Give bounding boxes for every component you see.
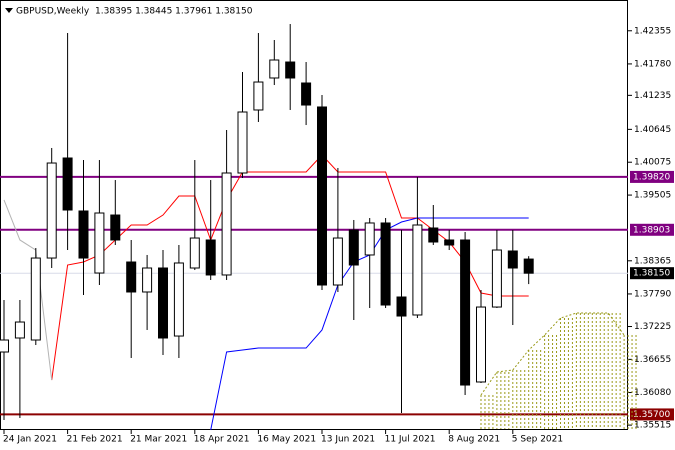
- level-label: 1.35700: [633, 410, 670, 420]
- x-tick-label: 21 Mar 2021: [130, 435, 187, 445]
- candle-body: [428, 227, 439, 243]
- chart-title: GBPUSD,Weekly: [16, 7, 90, 17]
- candle-body: [173, 262, 184, 337]
- candle-body: [491, 249, 502, 308]
- candle-body: [205, 239, 216, 276]
- plot-frame: [0, 0, 628, 430]
- level-label: 1.38903: [633, 225, 670, 235]
- candle-body: [126, 261, 137, 293]
- y-tick-label: 1.37225: [634, 322, 671, 332]
- y-tick-label: 1.37790: [634, 289, 671, 299]
- y-tick-label: 1.40075: [634, 158, 671, 168]
- candle-body: [253, 81, 264, 111]
- candle-body: [460, 239, 471, 386]
- candle-body: [189, 237, 200, 269]
- y-tick-label: 1.39505: [634, 191, 671, 201]
- level-label-box: [630, 223, 674, 236]
- candle-body: [0, 339, 9, 353]
- x-tick-label: 18 Apr 2021: [194, 435, 250, 445]
- level-label-box: [630, 408, 674, 421]
- y-tick-label: 1.42355: [634, 26, 671, 36]
- candle-body: [396, 296, 407, 317]
- candle-body: [221, 172, 232, 276]
- candle-body: [78, 210, 89, 259]
- y-tick-label: 1.36080: [634, 388, 671, 398]
- y-tick-label: 1.40645: [634, 125, 671, 135]
- x-tick-label: 8 Aug 2021: [448, 435, 500, 445]
- quote: 1.38395 1.38445 1.37961 1.38150: [95, 7, 253, 17]
- candle-body: [30, 257, 41, 341]
- candle-body: [269, 59, 280, 79]
- y-tick-label: 1.36655: [634, 355, 671, 365]
- candle-body: [412, 224, 423, 316]
- level-label-box: [630, 170, 674, 183]
- price-label: 1.38150: [633, 269, 670, 279]
- candle-body: [285, 61, 296, 79]
- x-tick-label: 13 Jun 2021: [321, 435, 375, 445]
- candle-body: [507, 250, 518, 269]
- candle-body: [158, 267, 168, 339]
- candle-body: [380, 222, 391, 306]
- candle-body: [476, 306, 486, 383]
- indicator-line: [51, 154, 529, 381]
- candle-body: [348, 229, 359, 266]
- candle-body: [62, 157, 73, 211]
- candle-body: [523, 258, 534, 274]
- price-label-box: [630, 267, 674, 280]
- menu-arrow: [5, 8, 13, 13]
- indicator-line: [3, 199, 53, 381]
- x-tick-label: 21 Feb 2021: [67, 435, 123, 445]
- candle-body: [317, 106, 327, 286]
- candle-body: [364, 222, 375, 256]
- candle-body: [444, 239, 455, 246]
- candle-body: [46, 162, 57, 259]
- x-tick-label: 11 Jul 2021: [385, 435, 436, 445]
- candle-body: [332, 237, 343, 286]
- indicator-line: [480, 312, 625, 396]
- level-label: 1.39820: [633, 172, 670, 182]
- y-tick-label: 1.35515: [634, 421, 671, 431]
- candle-body: [142, 267, 153, 293]
- y-tick-label: 1.38365: [634, 256, 671, 266]
- candle-body: [237, 111, 248, 174]
- candle-body: [301, 82, 312, 106]
- y-tick-label: 1.41780: [634, 59, 671, 69]
- x-tick-label: 24 Jan 2021: [3, 435, 57, 445]
- y-tick-label: 1.41235: [634, 91, 671, 101]
- candle-body: [110, 214, 121, 241]
- x-tick-label: 16 May 2021: [257, 435, 316, 445]
- candle-body: [94, 212, 105, 274]
- x-tick-label: 5 Sep 2021: [512, 435, 563, 445]
- candle-body: [14, 321, 25, 339]
